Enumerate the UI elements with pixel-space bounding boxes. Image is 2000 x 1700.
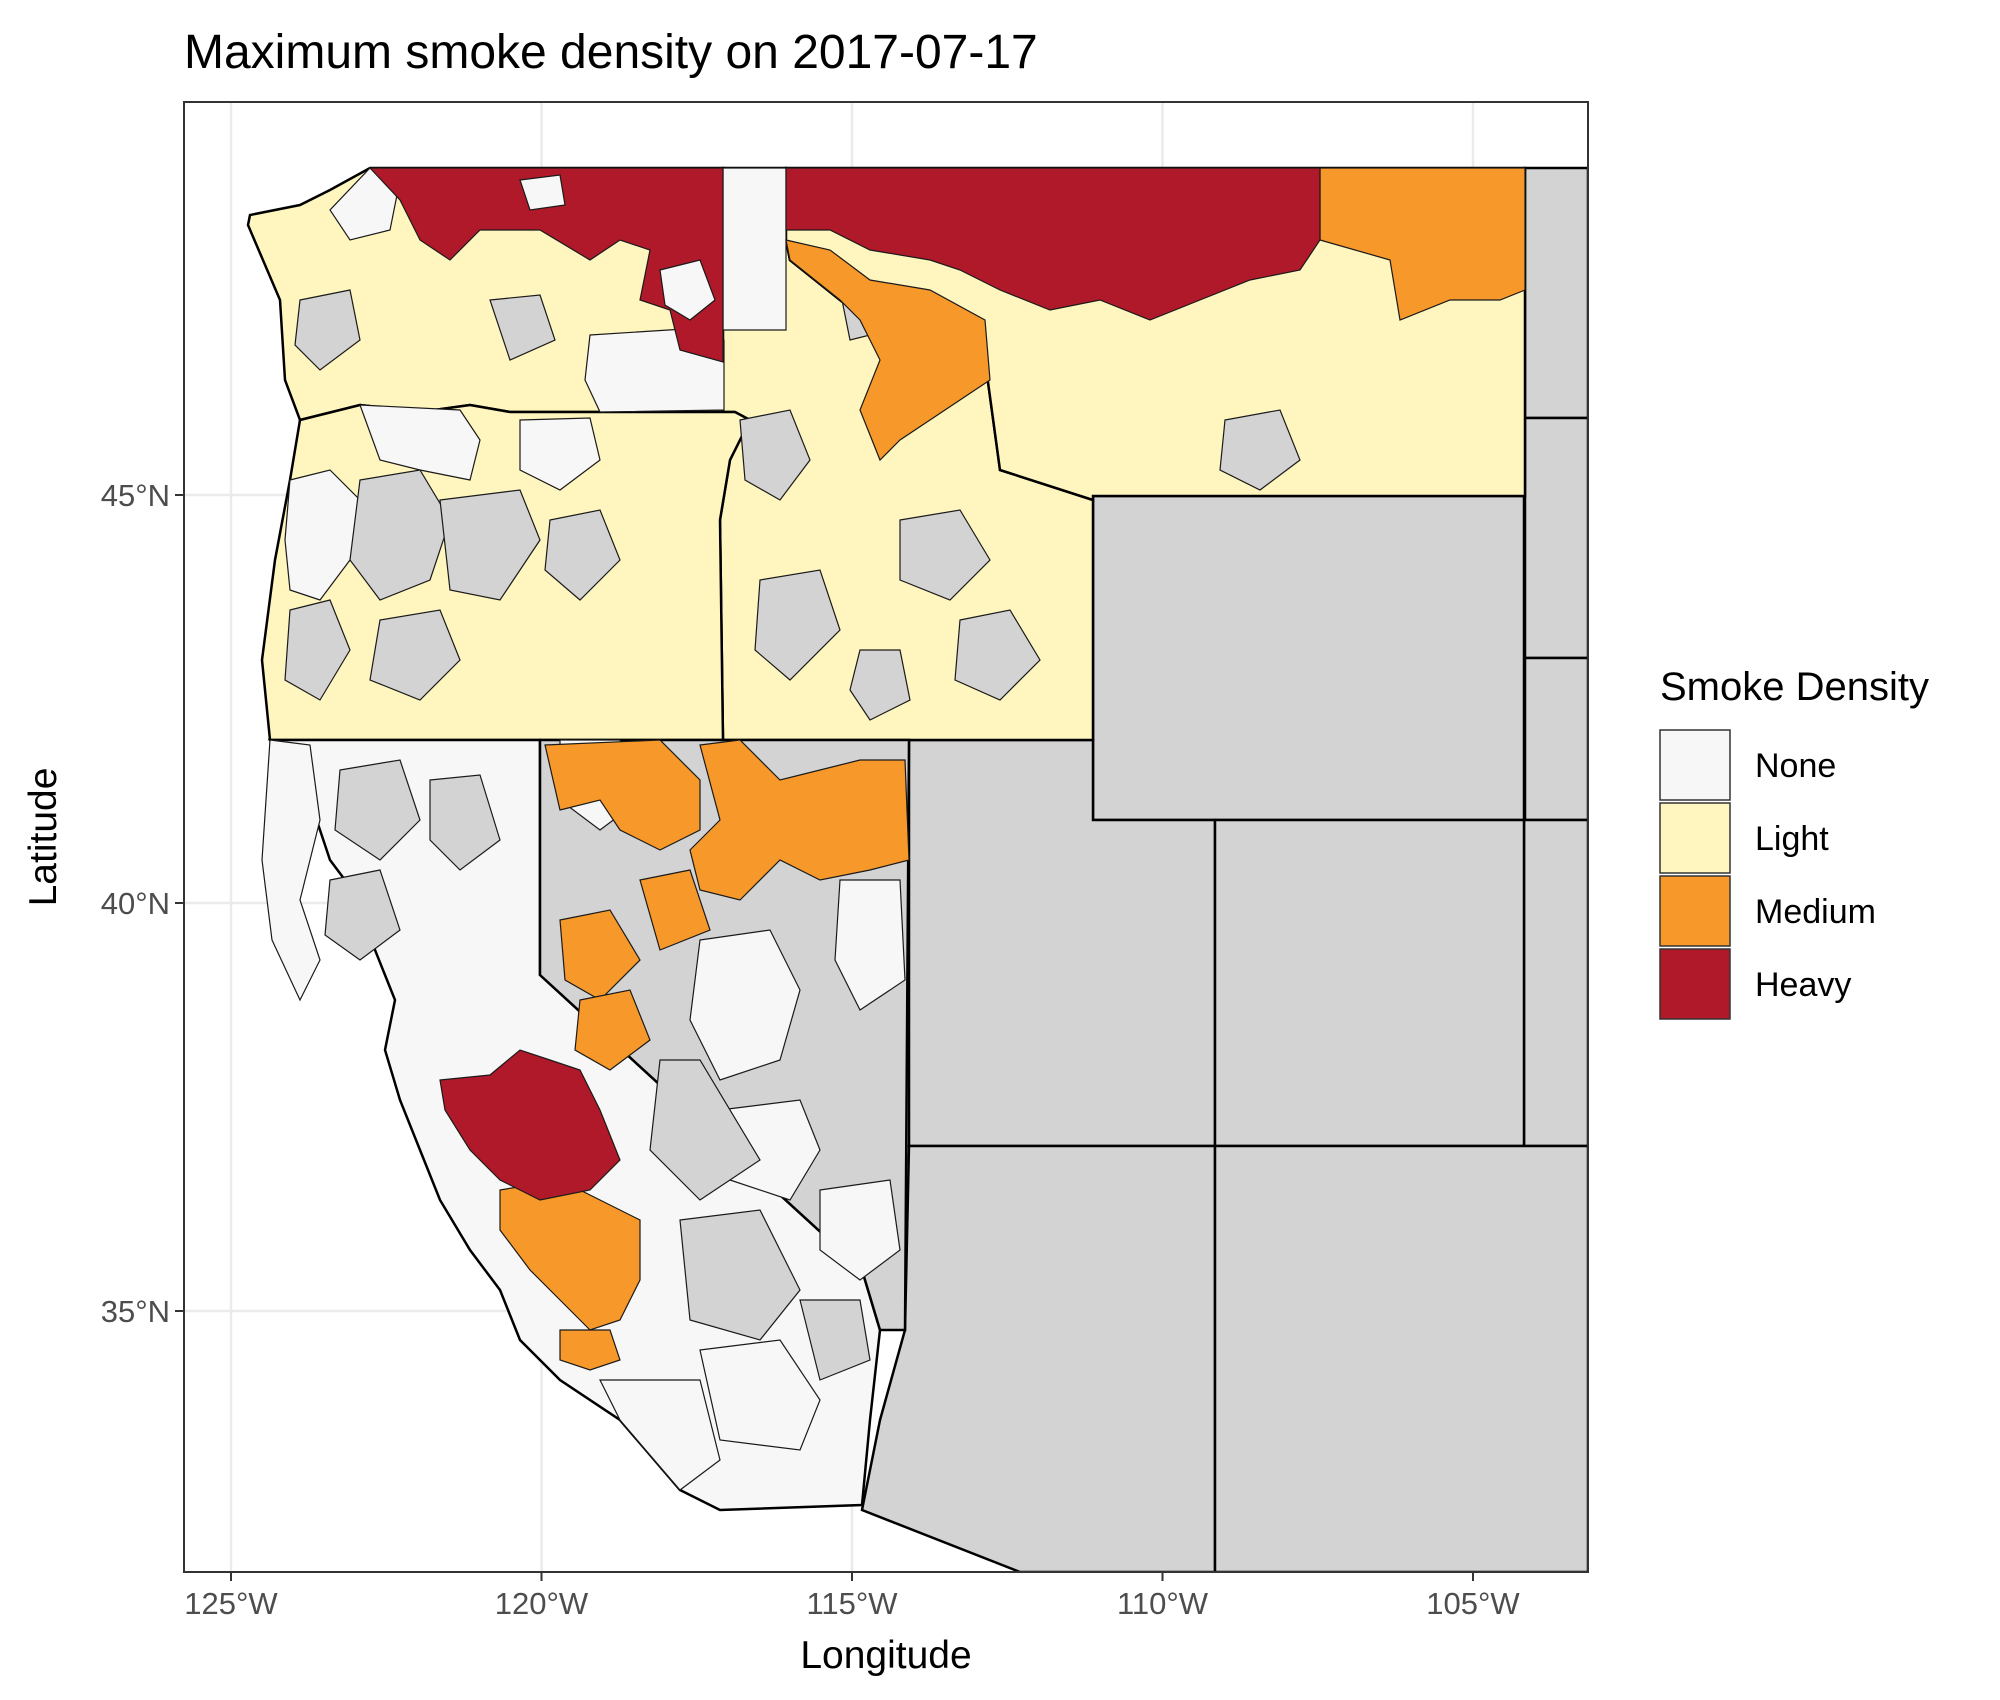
legend-swatch-medium [1659, 875, 1731, 947]
no-data-area-ca-6 [799, 1299, 871, 1381]
legend-label-none: None [1755, 747, 1836, 785]
x-tick-label: 120°W [495, 1586, 589, 1621]
legend-label-light: Light [1755, 820, 1829, 858]
south-dakota-edge [1523, 656, 1588, 822]
smoke-none-holes [519, 174, 716, 321]
map-regions [246, 166, 1588, 1572]
none-area-oregon-south [519, 417, 601, 491]
no-data-area-oregon-3 [369, 609, 461, 701]
x-tick-label: 105°W [1426, 1586, 1520, 1621]
y-axis-title: Latitude [22, 768, 65, 907]
colorado [1213, 818, 1526, 1148]
none-area-oregon-coast [284, 469, 361, 601]
legend-title: Smoke Density [1660, 665, 1929, 709]
none-area-nv-center [689, 929, 801, 1081]
y-axis-ticks: 35°N 40°N 45°N [101, 478, 184, 1329]
y-tick-label: 40°N [101, 886, 170, 921]
medium-area-mt-east [1319, 167, 1526, 321]
x-tick-label: 125°W [184, 1586, 278, 1621]
none-area-nv-southeast [819, 1179, 901, 1281]
none-area-idaho-panhandle [722, 167, 787, 331]
no-data-area-wa-1 [294, 289, 361, 371]
no-data-area-ca-2 [429, 774, 501, 871]
no-data-area-oregon-4 [544, 509, 621, 601]
x-tick-label: 110°W [1117, 1586, 1209, 1621]
smoke-medium-areas [499, 167, 1526, 1371]
wyoming [1091, 494, 1526, 822]
legend-items: None Light Medium Heavy [1659, 729, 1876, 1020]
eastern-states [860, 166, 1588, 1572]
medium-area-nv-west-2 [574, 989, 651, 1071]
legend: Smoke Density None Light Medium Heavy [1659, 665, 1929, 1020]
no-data-area-idaho-2 [899, 509, 991, 601]
x-axis-title: Longitude [800, 1634, 971, 1677]
no-data-area-idaho-3 [754, 569, 841, 681]
heavy-area-wa-north [368, 167, 724, 363]
none-area-ca-north-coast [261, 739, 321, 1002]
no-data-area-wa-3 [489, 294, 556, 361]
no-data-area-ca-5 [679, 1209, 801, 1341]
arizona [860, 1144, 1217, 1572]
medium-area-ca-south-2 [559, 1329, 621, 1371]
map-panel [183, 101, 1589, 1573]
none-hole-wa-1 [659, 259, 716, 321]
y-tick-label: 35°N [101, 1294, 170, 1329]
x-axis-ticks: 125°W 120°W 115°W 110°W 105°W [184, 1572, 1520, 1621]
medium-area-nv-north-2 [689, 739, 910, 901]
no-data-area-ca-4 [649, 1059, 761, 1201]
no-data-area-idaho-4 [954, 609, 1041, 701]
no-data-area-ca-3 [324, 869, 401, 961]
none-area-nv-east [834, 879, 906, 1011]
legend-label-heavy: Heavy [1755, 966, 1851, 1004]
legend-swatch-heavy [1659, 948, 1731, 1020]
no-data-area-oregon-5 [284, 599, 351, 701]
no-data-areas [284, 167, 1301, 1381]
none-area-ca-desert [699, 1339, 821, 1451]
heavy-area-mt-north [785, 167, 1321, 321]
no-data-area-oregon-2 [439, 489, 541, 601]
no-data-area-idaho-1 [739, 409, 811, 501]
medium-area-nv-north-1 [544, 739, 701, 851]
north-dakota-edge [1523, 416, 1588, 660]
legend-swatch-none [1659, 729, 1731, 801]
none-hole-wa-2 [519, 174, 566, 211]
smoke-heavy-areas [368, 167, 1321, 1201]
medium-area-ca-south-1 [499, 1179, 641, 1331]
map-title: Maximum smoke density on 2017-07-17 [184, 26, 1038, 79]
medium-area-nv-north-3 [639, 869, 711, 951]
no-data-area-idaho-5 [849, 649, 911, 721]
no-data-area-mt-1 [1219, 409, 1301, 491]
x-tick-label: 115°W [806, 1586, 898, 1621]
none-area-ca-south [599, 1379, 721, 1491]
legend-swatch-light [1659, 802, 1731, 874]
none-area-oregon-north [359, 404, 481, 481]
panel-border [183, 101, 1589, 1573]
nebraska-edge [1522, 818, 1588, 1148]
medium-area-mt-west [785, 239, 991, 462]
montana-region [1523, 166, 1588, 420]
legend-label-medium: Medium [1755, 893, 1876, 931]
medium-area-nv-west-1 [559, 909, 641, 1001]
no-data-area-oregon-1 [349, 469, 451, 601]
y-tick-label: 45°N [101, 478, 170, 513]
no-data-area-ca-1 [334, 759, 421, 861]
new-mexico [1213, 1144, 1588, 1572]
heavy-area-ca-central [439, 1049, 621, 1201]
